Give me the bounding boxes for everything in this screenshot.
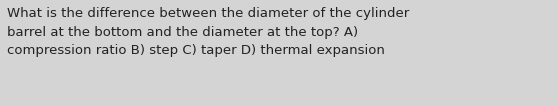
- Text: What is the difference between the diameter of the cylinder
barrel at the bottom: What is the difference between the diame…: [7, 7, 409, 57]
